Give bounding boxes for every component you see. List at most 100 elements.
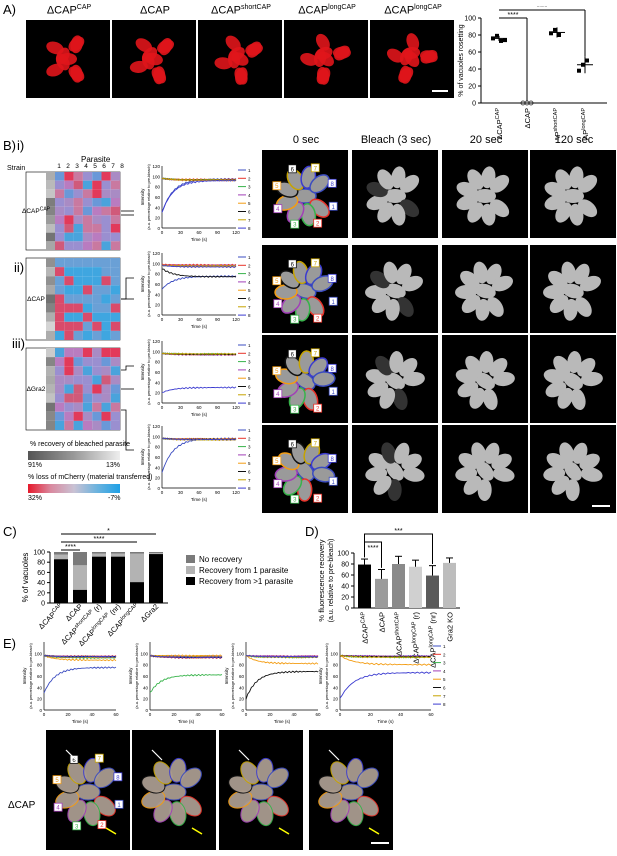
y-tick-label: 40 xyxy=(239,685,245,690)
legend-label: 8 xyxy=(248,401,251,406)
parasite-number: 3 xyxy=(293,223,297,229)
parasite-shape xyxy=(402,275,423,292)
yellow-arrowhead xyxy=(105,827,117,835)
heatmap-and-arrows: 1 2 3 4 5 6 7 8 ΔCAPCAP ΔCAP ΔGra2 xyxy=(22,163,134,451)
bar-no-recovery xyxy=(92,552,106,554)
heatmap-cell xyxy=(110,357,121,367)
heatmap-cell xyxy=(92,303,102,313)
panel-e-frap-plot-1: 0 20 40 60 80 100 0 20 40 60 Time (s) Intensity (a.u… xyxy=(20,636,120,724)
parasite-shape xyxy=(313,49,327,68)
heatmap-cell xyxy=(64,384,74,394)
rosette-title-1-text: ΔCAP xyxy=(46,4,77,17)
strain-name: ΔGra2 xyxy=(27,386,46,393)
x-tick-label: 0 xyxy=(149,712,152,717)
parasite-shape xyxy=(562,189,584,203)
heatmap-cell xyxy=(64,330,74,340)
bar-recovery-from-1-parasite xyxy=(92,553,106,557)
parasite-shape xyxy=(561,261,576,284)
y-tick-label: 40 xyxy=(155,205,161,210)
x-axis-label: Time (s) xyxy=(377,719,394,724)
parasite-shape xyxy=(477,478,492,501)
heatmap-cell xyxy=(101,330,111,340)
heatmap-cell xyxy=(55,348,65,358)
rosette-title-4-text: ΔCAP xyxy=(298,4,329,17)
y-tick-label: 100 xyxy=(34,651,42,656)
parasite-shape xyxy=(457,381,479,398)
heatmap-cell xyxy=(55,180,65,190)
parasite-number: 5 xyxy=(275,279,279,285)
heatmap-cell xyxy=(82,402,93,412)
heatmap-cell xyxy=(101,224,111,233)
heatmap-cell xyxy=(92,198,102,207)
parasite-shape xyxy=(70,64,83,83)
heatmap-cell xyxy=(92,348,102,358)
data-point xyxy=(499,38,503,43)
y-axis-label-2: (a.u. percentage relative to pre-bleach) xyxy=(147,339,151,405)
parasite-shape xyxy=(68,36,85,52)
heatmap-cell xyxy=(101,232,111,242)
parasite-shape xyxy=(549,294,569,314)
heatmap-cell xyxy=(73,384,83,394)
y-tick-label: 100 xyxy=(140,651,148,656)
legend-label: 7 xyxy=(443,694,446,699)
parasite-number-box xyxy=(313,493,323,503)
parasite-shape xyxy=(474,189,496,203)
y-tick-label: 80 xyxy=(155,445,161,450)
rosette-title-5-text: ΔCAP xyxy=(384,4,415,17)
legend-recovery-max: 13% xyxy=(106,462,121,469)
series-line-8 xyxy=(43,654,117,658)
x-tick-label: 120 xyxy=(232,405,240,410)
series-line-8 xyxy=(161,437,237,441)
x-tick-label: 0 xyxy=(245,712,248,717)
y-tick-label: 20 xyxy=(341,595,349,602)
parasite-number: 8 xyxy=(331,457,335,463)
y-tick-label: 0 xyxy=(145,708,148,713)
scale-bar xyxy=(371,842,389,844)
parasite-shape xyxy=(455,466,478,482)
heatmap-cell xyxy=(64,303,74,313)
x-tick-label: ΔCAPCAP xyxy=(361,612,370,644)
heatmap-cell xyxy=(73,357,83,367)
heatmap-cell xyxy=(101,241,111,250)
rosette-title-1-sup: CAP xyxy=(76,4,92,11)
heatmap-cell xyxy=(46,258,55,268)
yellow-arrowhead xyxy=(368,827,380,835)
panel-label-c: C) xyxy=(3,524,17,539)
heatmap-cell xyxy=(110,224,121,233)
heatmap-cell xyxy=(82,294,93,304)
parasite-shape xyxy=(401,453,422,470)
heatmap-cell xyxy=(92,357,102,367)
parasite-shape xyxy=(564,461,582,481)
col-number: 6 xyxy=(102,163,106,170)
y-tick-label: 100 xyxy=(236,651,244,656)
parasite-shape xyxy=(377,169,394,190)
y-tick-label: 100 xyxy=(152,434,160,439)
parasite-shape xyxy=(55,53,70,71)
parasite-number-box xyxy=(287,259,297,269)
heatmap-cell xyxy=(110,285,121,295)
parasite-shape xyxy=(385,372,405,390)
legend-label: 8 xyxy=(248,486,251,491)
heatmap-cell xyxy=(46,215,55,224)
parasite-shape xyxy=(580,371,603,387)
heatmap-cell xyxy=(110,393,121,403)
parasite-number-box xyxy=(52,775,62,785)
heatmap-cell xyxy=(110,267,121,277)
x-tick-label: 20 xyxy=(171,712,177,717)
parasite-number: 1 xyxy=(332,480,336,486)
heatmap-cell xyxy=(73,241,83,250)
data-point xyxy=(549,31,553,36)
heatmap-cell xyxy=(64,258,74,268)
y-tick-label: 20 xyxy=(37,697,43,702)
parasite-number-box xyxy=(310,348,320,358)
parasite-shape xyxy=(214,57,233,70)
parasite-shape xyxy=(492,467,515,482)
heatmap-cell xyxy=(101,172,111,181)
heatmap-cell xyxy=(55,215,65,224)
parasite-shape xyxy=(227,50,241,69)
heatmap-cell xyxy=(55,330,65,340)
heatmap-cell xyxy=(82,189,93,198)
y-tick-label: 40 xyxy=(155,380,161,385)
parasite-shape xyxy=(153,66,166,85)
y-tick-label: 60 xyxy=(37,570,45,577)
